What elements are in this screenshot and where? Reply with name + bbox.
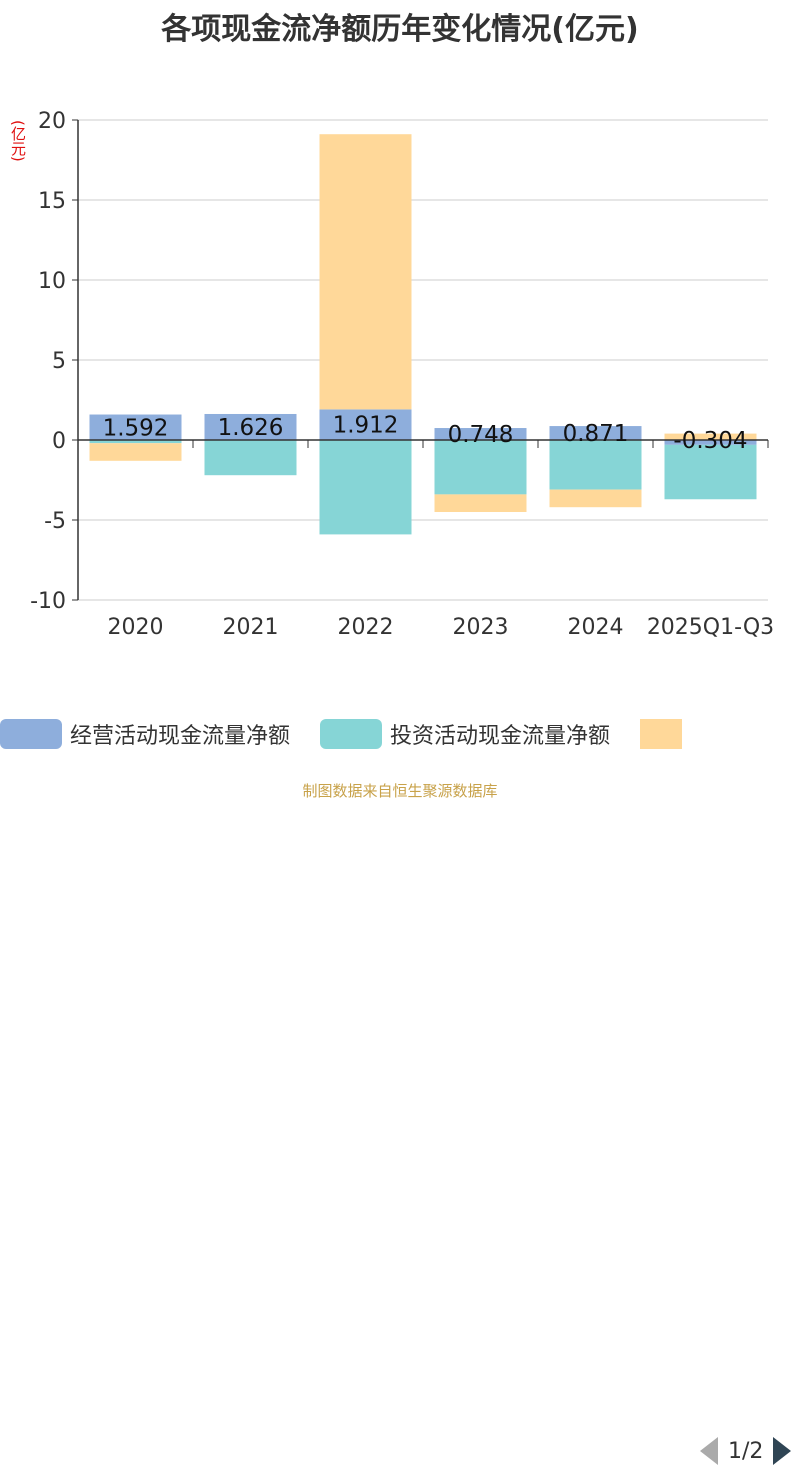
bar-operating-2023 xyxy=(434,428,527,440)
bar-investing-2021 xyxy=(204,440,297,476)
y-tick-label: 5 xyxy=(52,349,66,374)
data-label-operating: 0.871 xyxy=(563,421,629,447)
x-tick-label: 2025Q1-Q3 xyxy=(647,615,774,640)
x-tick-label: 2024 xyxy=(568,615,624,640)
legend-item-financing[interactable] xyxy=(640,716,690,752)
legend-page-text: 1/2 xyxy=(728,1438,764,1464)
bar-financing-2020 xyxy=(89,443,182,461)
bar-investing-2025Q1-Q3 xyxy=(664,444,757,500)
bar-operating-2021 xyxy=(204,413,297,440)
y-tick-label: -10 xyxy=(30,589,66,614)
x-tick-label: 2020 xyxy=(108,615,164,640)
y-tick-label: 10 xyxy=(38,269,66,294)
y-axis-unit-label: (亿元) xyxy=(9,120,27,162)
data-label-operating: 1.626 xyxy=(218,415,284,441)
y-tick-label: -5 xyxy=(44,509,66,534)
bar-operating-2022 xyxy=(319,409,412,440)
legend-next-arrow-icon[interactable] xyxy=(773,1437,792,1465)
y-tick-label: 20 xyxy=(38,109,66,134)
bar-investing-2023 xyxy=(434,440,527,495)
chart-title: 各项现金流净额历年变化情况(亿元) xyxy=(161,12,639,47)
bar-investing-2022 xyxy=(319,440,412,535)
legend-label-operating: 经营活动现金流量净额 xyxy=(70,724,291,749)
y-tick-label: 0 xyxy=(52,429,66,454)
data-labels: 1.592 1.626 1.912 0.748 0.871 -0.304 xyxy=(103,413,748,454)
bar-investing-2024 xyxy=(549,440,642,490)
legend-pager: 1/2 xyxy=(700,1434,792,1468)
legend-swatch-investing xyxy=(320,719,382,749)
bar-financing-2023 xyxy=(434,494,527,512)
data-source-note: 制图数据来自恒生聚源数据库 xyxy=(302,782,498,800)
bar-financing-2025Q1-Q3 xyxy=(664,433,757,440)
data-label-operating: -0.304 xyxy=(673,428,747,454)
legend-prev-arrow-icon[interactable] xyxy=(700,1437,718,1465)
bar-operating-2020 xyxy=(89,414,182,440)
bar-financing-2024 xyxy=(549,489,642,508)
data-label-operating: 0.748 xyxy=(448,422,514,448)
grid-lines xyxy=(78,119,768,601)
bar-group xyxy=(89,134,757,535)
data-label-operating: 1.912 xyxy=(333,413,399,439)
legend-item-investing[interactable]: 投资活动现金流量净额 xyxy=(320,716,610,752)
x-tick-label: 2023 xyxy=(453,615,509,640)
bar-financing-2022 xyxy=(319,134,412,410)
legend-swatch-operating xyxy=(0,719,62,749)
data-label-operating: 1.592 xyxy=(103,415,169,441)
x-tick-label: 2021 xyxy=(223,615,279,640)
bar-investing-2020 xyxy=(89,440,182,444)
bar-operating-2025Q1-Q3 xyxy=(664,440,757,445)
y-tick-label: 15 xyxy=(38,189,66,214)
legend: 经营活动现金流量净额 投资活动现金流量净额 1/2 xyxy=(0,716,800,1465)
legend-item-operating[interactable]: 经营活动现金流量净额 xyxy=(0,716,290,752)
legend-label-investing: 投资活动现金流量净额 xyxy=(390,724,611,749)
bar-operating-2024 xyxy=(549,426,642,440)
x-tick-label: 2022 xyxy=(338,615,394,640)
legend-swatch-financing xyxy=(640,719,682,749)
